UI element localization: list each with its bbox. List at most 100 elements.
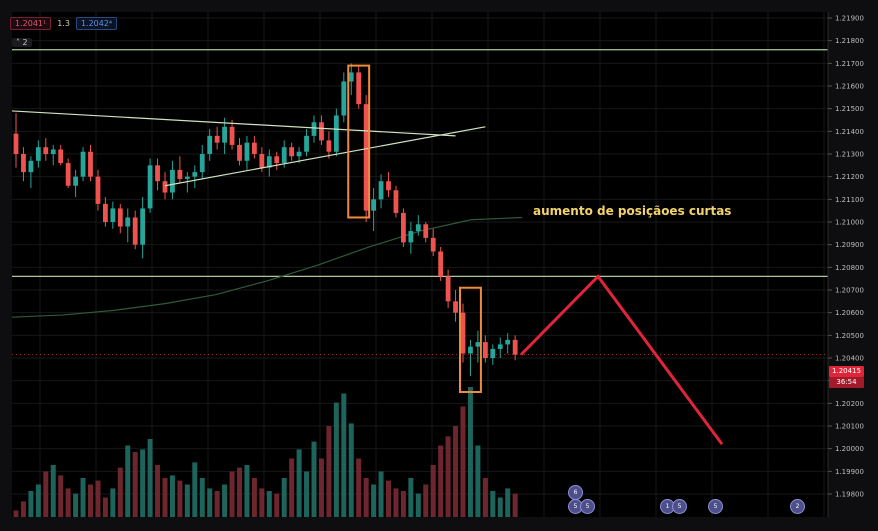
volume-bar bbox=[251, 478, 257, 517]
candle-body bbox=[222, 126, 227, 143]
volume-bar bbox=[147, 439, 153, 517]
volume-bar bbox=[117, 467, 123, 517]
collapse-toggle[interactable]: ˄ 2 bbox=[12, 38, 32, 47]
volume-bar bbox=[184, 484, 190, 517]
spread-value: 1.3 bbox=[57, 19, 70, 28]
volume-bar bbox=[453, 426, 459, 517]
candle-body bbox=[259, 154, 265, 168]
axis-tick-label: 1.20200 bbox=[835, 400, 864, 408]
candlesticks bbox=[13, 63, 518, 377]
axis-tick-label: 1.21800 bbox=[835, 37, 864, 45]
moving-average bbox=[11, 216, 523, 318]
volume-bar bbox=[132, 452, 138, 517]
projection-line bbox=[520, 274, 724, 446]
axis-tick-label: 1.21100 bbox=[835, 196, 864, 204]
horizontal-levels bbox=[12, 49, 828, 356]
candle-body bbox=[21, 154, 26, 173]
ask-button[interactable]: 1.2042⁴ bbox=[75, 17, 118, 30]
candle-body bbox=[490, 348, 496, 358]
event-badge[interactable]: 6 bbox=[568, 485, 583, 500]
volume-bar bbox=[311, 441, 317, 517]
bid-button[interactable]: 1.2041¹ bbox=[10, 17, 52, 30]
candle-body bbox=[438, 251, 444, 277]
candle-body bbox=[237, 144, 242, 161]
volume-bar bbox=[430, 465, 436, 517]
candle-body bbox=[103, 203, 108, 222]
candle-body bbox=[371, 199, 376, 211]
volume-bar bbox=[162, 478, 168, 517]
chevron-icon: ˄ bbox=[16, 38, 23, 47]
event-badge[interactable]: 5 bbox=[672, 499, 687, 514]
candle-body bbox=[326, 140, 332, 152]
volume-bar bbox=[43, 471, 49, 517]
candle-body bbox=[50, 149, 56, 154]
volume-bar bbox=[296, 449, 302, 517]
event-badge[interactable]: 5 bbox=[580, 499, 595, 514]
volume-bar bbox=[95, 480, 101, 517]
candle-body bbox=[170, 169, 175, 193]
candle-body bbox=[296, 151, 302, 157]
volume-bars bbox=[13, 387, 518, 517]
candle-body bbox=[408, 231, 414, 243]
volume-bar bbox=[35, 484, 41, 517]
highlight-boxes bbox=[347, 64, 482, 394]
axis-tick-label: 1.19800 bbox=[835, 491, 864, 499]
volume-bar bbox=[140, 449, 146, 517]
event-badge[interactable]: 5 bbox=[708, 499, 723, 514]
candle-body bbox=[207, 135, 213, 154]
candle-body bbox=[475, 342, 481, 347]
triangle-lower-line bbox=[164, 126, 486, 187]
candle-body bbox=[43, 147, 49, 154]
axis-tick-label: 1.21600 bbox=[835, 83, 864, 91]
axis-tick-label: 1.20100 bbox=[835, 423, 864, 431]
candle-body bbox=[199, 154, 205, 173]
candle-body bbox=[192, 172, 198, 177]
volume-bar bbox=[304, 471, 310, 517]
candle-body bbox=[155, 165, 160, 182]
candle-body bbox=[289, 147, 295, 157]
candle-countdown: 36:54 bbox=[829, 377, 864, 388]
axis-tick-label: 1.21900 bbox=[835, 15, 864, 23]
candle-body bbox=[468, 346, 473, 354]
volume-bar bbox=[482, 478, 488, 517]
candle-body bbox=[88, 151, 93, 177]
axis-tick-label: 1.21500 bbox=[835, 105, 864, 113]
triangle-upper-line bbox=[11, 110, 456, 137]
axis-tick-label: 1.20000 bbox=[835, 445, 864, 453]
volume-bar bbox=[445, 436, 451, 517]
volume-bar bbox=[13, 510, 19, 517]
volume-bar bbox=[378, 471, 384, 517]
candle-body bbox=[117, 208, 123, 227]
candle-body bbox=[162, 181, 168, 193]
volume-bar bbox=[371, 484, 377, 517]
triangle-trendlines bbox=[11, 110, 486, 187]
volume-bar bbox=[58, 475, 64, 517]
candle-body bbox=[73, 176, 78, 186]
candle-body bbox=[28, 160, 34, 173]
axis-tick-label: 1.20800 bbox=[835, 264, 864, 272]
volume-bar bbox=[73, 493, 79, 517]
annotation-text: aumento de posiçãoes curtas bbox=[533, 204, 731, 218]
volume-bar bbox=[244, 465, 250, 517]
candle-body bbox=[401, 212, 406, 243]
candle-body bbox=[415, 224, 421, 232]
candle-body bbox=[110, 208, 116, 222]
candle-body bbox=[460, 312, 466, 354]
volume-bar bbox=[467, 387, 473, 517]
volume-bar bbox=[266, 491, 272, 517]
volume-bar bbox=[20, 501, 26, 517]
event-badge[interactable]: 2 bbox=[790, 499, 805, 514]
volume-bar bbox=[490, 491, 496, 517]
axis-tick-label: 1.20600 bbox=[835, 309, 864, 317]
candle-body bbox=[65, 163, 71, 186]
candle-body bbox=[505, 339, 511, 345]
candle-body bbox=[423, 224, 429, 238]
volume-bar bbox=[386, 480, 391, 517]
candle-body bbox=[214, 135, 220, 143]
volume-bar bbox=[222, 484, 228, 517]
volume-bar bbox=[400, 491, 406, 517]
candle-body bbox=[266, 156, 272, 168]
candle-body bbox=[140, 208, 146, 245]
candle-body bbox=[274, 156, 280, 164]
